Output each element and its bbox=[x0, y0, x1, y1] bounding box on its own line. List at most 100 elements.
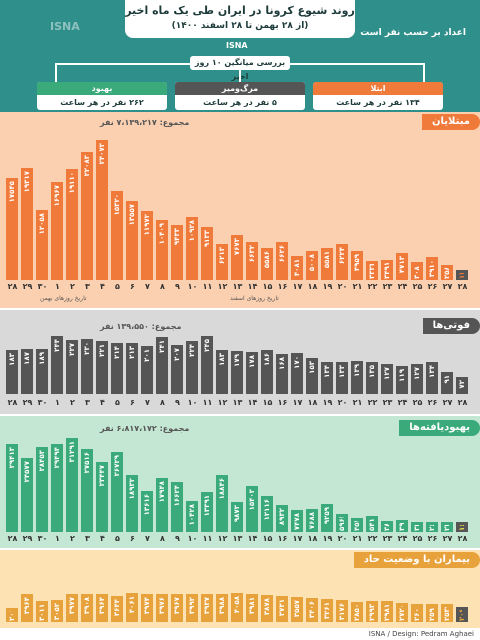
x-tick-infections-26: ۲۴ bbox=[397, 282, 408, 291]
data-label-deaths-24: ۱۳۵ bbox=[368, 365, 376, 378]
data-label-deaths-10: ۲۴۱ bbox=[158, 340, 166, 353]
x-tick-deaths-12: ۱۰ bbox=[187, 398, 198, 407]
x-tick-recovered-27: ۲۵ bbox=[412, 534, 423, 543]
bar-critical-21 bbox=[321, 599, 333, 622]
bar-infections-7 bbox=[111, 191, 123, 280]
x-tick-deaths-22: ۲۰ bbox=[337, 398, 348, 407]
kpi-recovery: بهبود ۲۶۲ نفر در هر ساعت bbox=[37, 82, 167, 110]
x-tick-recovered-4: ۲ bbox=[70, 534, 75, 543]
data-label-deaths-19: ۱۷۰ bbox=[293, 356, 301, 369]
x-tick-recovered-1: ۲۹ bbox=[22, 534, 33, 543]
data-label-recovered-15: ۹۸۷۳ bbox=[233, 505, 241, 523]
bar-recovered-29 bbox=[441, 522, 453, 532]
kpi-recovery-value: ۲۶۲ نفر در هر ساعت bbox=[60, 98, 144, 107]
x-tick-recovered-24: ۲۲ bbox=[367, 534, 378, 543]
data-label-critical-28: ۲۵۹۱ bbox=[428, 607, 436, 621]
x-tick-recovered-12: ۱۰ bbox=[187, 534, 198, 543]
bar-deaths-18 bbox=[276, 354, 288, 394]
data-label-infections-17: ۵۵۸۶ bbox=[263, 251, 271, 269]
x-tick-infections-22: ۲۰ bbox=[337, 282, 348, 291]
bar-critical-3 bbox=[51, 600, 63, 622]
bar-recovered-9 bbox=[141, 491, 153, 532]
data-label-infections-21: ۵۵۸۱ bbox=[323, 251, 331, 269]
bar-recovered-7 bbox=[111, 452, 123, 532]
bar-infections-20 bbox=[306, 251, 318, 280]
bar-deaths-22 bbox=[336, 362, 348, 394]
x-tick-recovered-22: ۲۰ bbox=[337, 534, 348, 543]
title-box: روند شیوع کرونا در ایران طی یک ماه اخیر … bbox=[125, 0, 355, 38]
bar-deaths-3 bbox=[51, 336, 63, 394]
data-label-deaths-2: ۱۸۹ bbox=[38, 352, 46, 365]
data-label-critical-11: ۳۹۶۷ bbox=[173, 597, 181, 615]
chart-title-deaths: فوتی‌ها bbox=[422, 318, 480, 334]
bar-recovered-10 bbox=[156, 478, 168, 532]
bar-deaths-4 bbox=[66, 340, 78, 394]
data-label-deaths-21: ۱۳۴ bbox=[323, 365, 331, 378]
x-tick-infections-28: ۲۶ bbox=[427, 282, 438, 291]
data-label-infections-16: ۶۶۳۲ bbox=[248, 245, 256, 263]
kpi-deaths: مرگ‌ومیر ۵ نفر در هر ساعت bbox=[175, 82, 305, 110]
bar-infections-14 bbox=[216, 244, 228, 280]
kpi-infections: ابتلا ۱۳۴ نفر در هر ساعت bbox=[313, 82, 443, 110]
data-label-recovered-16: ۱۵۴۰۳ bbox=[248, 489, 256, 511]
data-label-infections-28: ۳۹۱۰ bbox=[428, 260, 436, 278]
x-tick-infections-15: ۱۳ bbox=[232, 282, 243, 291]
bar-infections-28 bbox=[426, 257, 438, 280]
data-label-infections-25: ۳۴۹۱ bbox=[383, 263, 391, 279]
infographic-header: ISNA روند شیوع کرونا در ایران طی یک ماه … bbox=[0, 0, 480, 112]
chart-total-deaths: مجموع: ۱۳۹،۵۵۰ نفر bbox=[100, 322, 182, 331]
x-tick-deaths-1: ۲۹ bbox=[22, 398, 33, 407]
bar-critical-18 bbox=[276, 596, 288, 622]
bar-infections-16 bbox=[246, 242, 258, 280]
bar-critical-27 bbox=[411, 604, 423, 622]
kpi-deaths-title: مرگ‌ومیر bbox=[175, 82, 305, 95]
bar-deaths-28 bbox=[426, 362, 438, 394]
x-tick-deaths-28: ۲۶ bbox=[427, 398, 438, 407]
data-label-recovered-13: ۱۳۳۹۱ bbox=[203, 495, 211, 517]
data-label-critical-19: ۳۵۵۷ bbox=[293, 600, 301, 618]
data-label-recovered-14: ۱۸۸۴۶ bbox=[218, 478, 226, 500]
x-tick-recovered-2: ۳۰ bbox=[37, 534, 48, 543]
bar-critical-6 bbox=[96, 594, 108, 622]
source-label: ISNA bbox=[226, 41, 248, 50]
bar-recovered-3 bbox=[51, 444, 63, 532]
x-tick-deaths-6: ۴ bbox=[100, 398, 105, 407]
bar-recovered-30 bbox=[456, 522, 468, 532]
x-tick-deaths-30: ۲۸ bbox=[457, 398, 468, 407]
data-label-infections-18: ۶۶۲۶ bbox=[278, 245, 286, 263]
bar-critical-12 bbox=[186, 594, 198, 622]
data-label-critical-24: ۲۹۹۳ bbox=[368, 604, 376, 621]
x-tick-deaths-24: ۲۲ bbox=[367, 398, 378, 407]
x-tick-recovered-8: ۶ bbox=[130, 534, 135, 543]
data-label-critical-7: ۳۶۴۴ bbox=[113, 599, 121, 617]
bar-critical-20 bbox=[306, 598, 318, 622]
x-tick-deaths-13: ۱۱ bbox=[202, 398, 213, 407]
chart-panel-infections: مبتلایان مجموع: ۷،۱۳۹،۲۱۷ نفر ۱۷۵۴۵ ۱۹۳۱۷… bbox=[0, 112, 480, 308]
bar-infections-1 bbox=[21, 168, 33, 280]
x-tick-deaths-29: ۲۷ bbox=[442, 398, 453, 407]
data-label-infections-1: ۱۹۳۱۷ bbox=[23, 171, 31, 193]
connector-drop-center bbox=[239, 70, 241, 82]
bar-recovered-13 bbox=[201, 492, 213, 532]
x-tick-deaths-21: ۱۹ bbox=[322, 398, 333, 407]
bar-recovered-1 bbox=[21, 458, 33, 532]
data-label-infections-2: ۱۲۰۵۸ bbox=[38, 213, 46, 235]
data-label-recovered-19: ۷۴۷۸ bbox=[293, 513, 301, 531]
kpi-infections-value: ۱۳۴ نفر در هر ساعت bbox=[336, 98, 420, 107]
data-label-critical-6: ۳۹۶۴ bbox=[98, 597, 106, 615]
x-tick-recovered-21: ۱۹ bbox=[322, 534, 333, 543]
data-label-infections-27: ۳۰۸۰ bbox=[413, 265, 421, 279]
bar-infections-29 bbox=[441, 265, 453, 280]
chart-title-recovered: بهبودیافته‌ها bbox=[399, 420, 480, 436]
x-tick-recovered-17: ۱۵ bbox=[262, 534, 273, 543]
data-label-recovered-29: ۲۳۳۱ bbox=[443, 525, 451, 531]
data-label-recovered-11: ۱۶۶۲۴ bbox=[173, 485, 181, 507]
bar-deaths-30 bbox=[456, 377, 468, 394]
data-label-infections-4: ۱۹۱۱۰ bbox=[68, 172, 76, 194]
data-label-recovered-17: ۱۲۱۱۶ bbox=[263, 499, 271, 521]
bar-infections-6 bbox=[96, 140, 108, 280]
data-label-deaths-27: ۱۲۷ bbox=[413, 367, 421, 380]
bar-recovered-18 bbox=[276, 505, 288, 532]
data-label-deaths-20: ۱۵۳ bbox=[308, 361, 316, 374]
bar-infections-11 bbox=[171, 225, 183, 280]
